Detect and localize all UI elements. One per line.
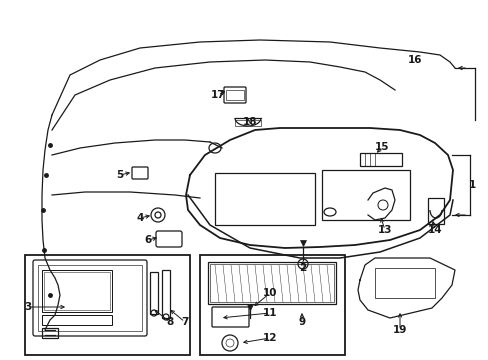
Text: 9: 9 [298,317,305,327]
Bar [42,315,112,325]
Text: 14: 14 [427,225,442,235]
Bar [374,268,434,298]
Text: 4: 4 [136,213,143,223]
Bar [359,153,401,166]
Bar [207,262,335,304]
Bar [427,198,443,224]
Bar [42,328,58,338]
Text: 10: 10 [262,288,277,298]
Bar [38,265,142,331]
Bar [225,90,244,100]
Text: 3: 3 [24,302,32,312]
Text: 2: 2 [299,263,306,273]
Text: 11: 11 [262,308,277,318]
Text: 5: 5 [116,170,123,180]
Text: 8: 8 [166,317,173,327]
Bar [209,264,333,302]
Bar [235,120,261,126]
Text: 18: 18 [242,117,257,127]
Text: 19: 19 [392,325,407,335]
Text: 1: 1 [468,180,475,190]
Text: 16: 16 [407,55,421,65]
Text: 17: 17 [210,90,225,100]
Text: 7: 7 [181,317,188,327]
Bar [44,272,110,310]
Bar [42,270,112,312]
Bar [215,173,314,225]
Bar [150,272,158,314]
Text: 13: 13 [377,225,391,235]
Text: 15: 15 [374,142,388,152]
Bar [321,170,409,220]
Text: 6: 6 [144,235,151,245]
Text: 12: 12 [262,333,277,343]
Bar [25,255,190,355]
Bar [162,270,170,318]
Bar [200,255,345,355]
